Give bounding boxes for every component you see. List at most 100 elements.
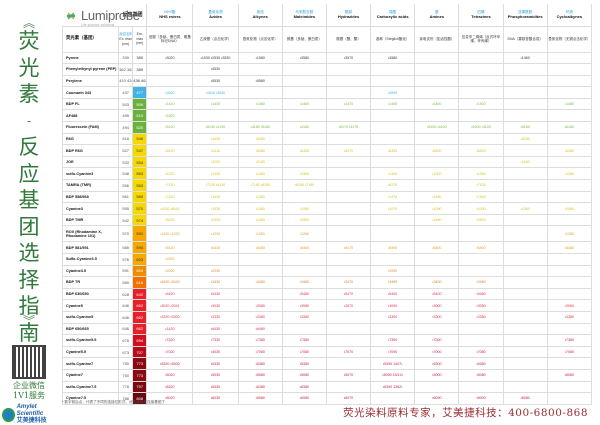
product-code[interactable]: •1060	[281, 202, 327, 215]
product-code[interactable]: •6180	[546, 121, 593, 134]
product-code[interactable]: •1490	[370, 97, 416, 111]
product-code[interactable]: •2460	[281, 213, 327, 227]
product-code[interactable]: •6490	[370, 241, 416, 254]
product-code[interactable]: •3470	[325, 276, 372, 289]
product-code[interactable]: •5280	[237, 132, 283, 146]
product-code[interactable]: •1220 •1020	[146, 225, 194, 243]
product-code[interactable]: •1160	[502, 155, 548, 169]
product-code[interactable]: •3080	[237, 299, 283, 312]
product-code[interactable]: •5400	[414, 287, 460, 301]
product-code[interactable]: •3380	[546, 310, 593, 324]
product-code[interactable]: •5030	[192, 368, 239, 382]
product-code[interactable]: •7000	[414, 345, 460, 359]
product-code[interactable]: •8180 •7180	[281, 179, 327, 192]
product-code[interactable]: •1480	[237, 97, 283, 111]
product-code[interactable]: •7120	[146, 179, 194, 192]
product-code[interactable]: •5330	[192, 357, 239, 370]
product-code[interactable]: •1380	[237, 167, 283, 181]
product-code[interactable]: •5420	[146, 213, 194, 227]
product-code[interactable]: •5420	[146, 287, 194, 301]
product-code[interactable]: •1580	[237, 51, 283, 65]
product-code[interactable]: •4430	[192, 132, 239, 146]
product-code[interactable]: •7080	[458, 345, 504, 359]
product-code[interactable]: •7330	[192, 334, 239, 347]
product-code[interactable]: •1360	[281, 167, 327, 181]
product-code[interactable]: •7300	[414, 334, 460, 347]
product-code[interactable]: •3380	[281, 310, 327, 324]
product-code[interactable]: •7020	[146, 345, 194, 359]
product-code[interactable]: •3380	[458, 310, 504, 324]
product-code[interactable]: •1470	[325, 97, 372, 111]
product-code[interactable]: •1280	[237, 225, 283, 243]
product-code[interactable]: •3460	[458, 276, 504, 289]
product-code[interactable]: •1470	[370, 190, 416, 204]
product-code[interactable]: •5090 15/12•	[370, 368, 416, 382]
product-code[interactable]: •3400	[414, 276, 460, 289]
product-code[interactable]: •6030	[192, 392, 239, 405]
product-code[interactable]: •5120	[146, 121, 194, 134]
product-code[interactable]: •1820	[146, 109, 194, 123]
product-code[interactable]: •1400	[458, 97, 504, 111]
product-code[interactable]: •2320	[146, 253, 194, 266]
product-code[interactable]: •6070	[325, 392, 372, 405]
product-code[interactable]: •5420	[146, 241, 194, 254]
product-code[interactable]: •1320	[146, 167, 194, 181]
product-code[interactable]: •2620	[146, 86, 194, 99]
product-code[interactable]: •5320 •5300	[146, 357, 194, 370]
product-code[interactable]: •3080	[458, 299, 504, 312]
product-code[interactable]: •6330	[192, 380, 239, 394]
product-code[interactable]: •6000	[458, 392, 504, 405]
product-code[interactable]: •7080	[237, 345, 283, 359]
product-code[interactable]: •5420 •3420	[146, 276, 194, 289]
product-code[interactable]: •6320	[146, 380, 194, 394]
product-code[interactable]: •5080	[237, 368, 283, 382]
product-code[interactable]: •3070	[325, 299, 372, 312]
product-code[interactable]: •6400	[458, 144, 504, 157]
product-code[interactable]: •1400	[414, 97, 460, 111]
product-code[interactable]: •7080	[546, 345, 593, 359]
product-code[interactable]: •5100 •4100	[414, 121, 460, 134]
product-code[interactable]: •3380	[237, 310, 283, 324]
product-code[interactable]: •3080	[546, 299, 593, 312]
product-code[interactable]: •6430	[192, 241, 239, 254]
product-code[interactable]: •3390	[370, 310, 416, 324]
product-code[interactable]: •1380	[546, 167, 593, 181]
product-code[interactable]: •1060	[502, 202, 548, 215]
product-code[interactable]: •2180	[237, 155, 283, 169]
product-code[interactable]: •5430	[192, 287, 239, 301]
product-code[interactable]: •5080	[281, 368, 327, 382]
product-code[interactable]: •5000	[414, 368, 460, 382]
product-code[interactable]: •6020	[146, 392, 194, 405]
product-code[interactable]: •1020 •8041	[146, 202, 194, 215]
product-code[interactable]: •6400	[414, 144, 460, 157]
product-code[interactable]: •2020	[146, 264, 194, 278]
product-code[interactable]: •6090	[414, 392, 460, 405]
product-code[interactable]: •4180 •5180	[237, 121, 283, 134]
product-code[interactable]: •2480	[237, 213, 283, 227]
product-code[interactable]: •5290	[502, 132, 548, 146]
product-code[interactable]: •2400	[458, 213, 504, 227]
product-code[interactable]: •2430	[192, 213, 239, 227]
product-code[interactable]: •5460	[458, 287, 504, 301]
product-code[interactable]: •3020 •2041	[146, 299, 194, 312]
product-code[interactable]: •7420	[146, 190, 194, 204]
product-code[interactable]: •7100	[458, 179, 504, 192]
product-code[interactable]: •1000	[458, 202, 504, 215]
product-code[interactable]: •5390 1407•	[370, 357, 416, 370]
product-code[interactable]: •6380	[281, 380, 327, 394]
product-code[interactable]: •1230	[192, 225, 239, 243]
product-code[interactable]: •3300	[414, 310, 460, 324]
product-code[interactable]: •6460	[281, 144, 327, 157]
product-code[interactable]: •5080	[458, 368, 504, 382]
product-code[interactable]: •6420	[146, 144, 194, 157]
product-code[interactable]: •7380	[281, 334, 327, 347]
product-code[interactable]: •6400	[458, 241, 504, 254]
product-code[interactable]: •1430	[192, 97, 239, 111]
product-code[interactable]: •6430	[192, 322, 239, 336]
product-code[interactable]: •5020	[146, 368, 194, 382]
product-code[interactable]: •7180 •8180	[237, 179, 283, 192]
product-code[interactable]: •1420	[146, 322, 194, 336]
product-code[interactable]: •5480	[281, 287, 327, 301]
product-code[interactable]: •7070	[325, 345, 372, 359]
product-code[interactable]: •6480	[237, 144, 283, 157]
